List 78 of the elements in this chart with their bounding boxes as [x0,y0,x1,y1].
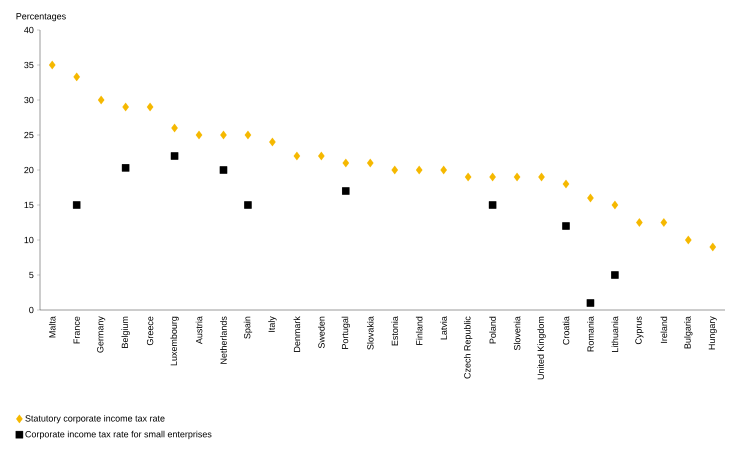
x-tick-label: Ireland [660,316,668,343]
x-tick-label: Czech Republic [464,316,472,379]
point [562,222,570,230]
point [391,166,398,174]
x-tick-label: Croatia [562,316,570,345]
point [244,201,252,209]
point [611,271,619,279]
point [220,166,228,174]
x-tick-label: Lithuania [612,316,618,352]
point [709,242,716,252]
y-tick-label: 40 [24,26,34,34]
x-tick-label: Hungary [708,316,717,350]
point [684,236,692,244]
y-tick-label: 5 [29,272,34,278]
y-tick-label: 10 [24,236,34,244]
legend-label: Statutory corporate income tax rate [25,414,165,424]
x-tick-label: United Kingdom [537,316,546,380]
point [342,187,350,195]
point [122,102,129,112]
point [196,130,202,140]
point [98,96,104,104]
x-tick-label: Malta [48,316,56,338]
x-tick-label: Portugal [342,316,350,349]
y-tick-label: 30 [24,96,34,104]
point [587,194,594,202]
point [366,158,374,168]
point [342,158,350,168]
x-tick-label: Spain [244,316,252,339]
x-tick-label: Cyprus [635,316,644,344]
x-tick-label: Germany [97,316,106,353]
x-tick-label: Sweden [318,316,325,348]
y-tick-label: 25 [24,132,34,138]
point [488,201,496,209]
point [440,166,448,174]
point [170,152,178,160]
point [612,200,618,210]
point [318,152,325,160]
point [586,299,594,307]
x-tick-label: Belgium [121,316,130,348]
x-tick-label: Poland [489,316,496,344]
point [464,172,472,182]
x-tick-label: Finland [416,316,422,345]
x-tick-label: Denmark [294,316,300,352]
x-tick-label: Slovakia [366,316,374,350]
point [244,130,252,140]
legend-label: Corporate income tax rate for small enterprises [25,430,212,440]
point [562,180,570,188]
point [73,72,80,82]
y-tick-label: 0 [29,306,34,314]
point [146,102,154,112]
x-tick-label: Slovenia [514,316,520,350]
x-tick-label: Luxembourg [170,316,179,366]
point [538,172,545,182]
x-tick-label: France [74,316,80,344]
y-tick-label: 35 [24,62,34,68]
y-tick-label: 15 [24,202,34,208]
point [220,130,227,140]
x-tick-label: Netherlands [220,316,227,364]
point [72,201,80,209]
point [294,152,300,160]
point [660,218,668,227]
point [171,124,178,132]
x-tick-label: Estonia [391,316,398,346]
point [122,164,130,172]
x-tick-label: Greece [146,316,154,346]
y-axis-title: Percentages [16,13,66,22]
x-tick-label: Latvia [440,316,447,340]
x-tick-label: Austria [196,316,202,344]
point [416,166,423,174]
point [636,218,643,227]
point [269,138,276,146]
x-tick-label: Bulgaria [684,316,692,348]
y-tick-label: 20 [24,166,34,174]
x-tick-label: Italy [268,316,277,332]
point [48,60,56,70]
point [489,172,496,182]
x-tick-label: Romania [587,316,594,352]
point [514,172,520,182]
